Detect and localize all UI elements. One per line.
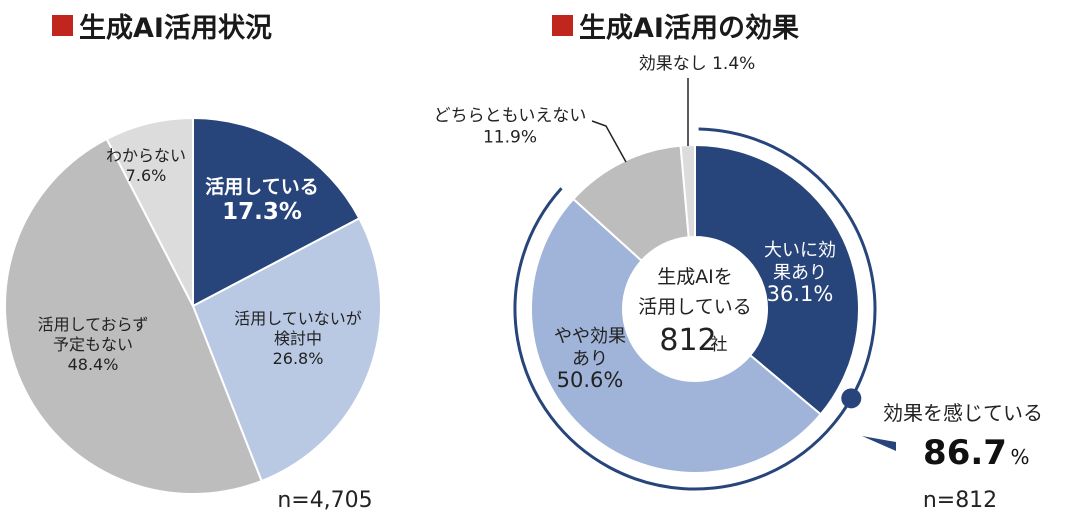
red-square-icon bbox=[52, 15, 73, 36]
pie-slice-label-3-line: 7.6% bbox=[126, 166, 167, 185]
pie-slice-3 bbox=[105, 116, 194, 307]
effect-summary-unit: % bbox=[1010, 445, 1029, 469]
pie-slice-0 bbox=[192, 116, 361, 308]
donut-slice-0 bbox=[694, 143, 860, 416]
pie-slice-label-2-line: 予定もない bbox=[53, 335, 133, 354]
donut-slice-1 bbox=[530, 197, 823, 474]
right-n-label: n=812 bbox=[923, 488, 997, 513]
ring-marker-dot bbox=[841, 388, 862, 409]
leader-line-neutral bbox=[591, 120, 627, 163]
pie-slice-label-2-line: 活用しておらず bbox=[38, 315, 149, 334]
pie-slice-2 bbox=[4, 137, 263, 495]
pie-slice-label-3-line: わからない bbox=[106, 146, 186, 165]
donut-center-line2: 活用している bbox=[638, 296, 751, 318]
effect-summary-value: 86.7 bbox=[923, 433, 1007, 473]
donut-slice-label-2-line: 11.9% bbox=[483, 127, 537, 147]
effect-summary-label: 効果を感じている bbox=[883, 401, 1043, 425]
callout-pointer-icon bbox=[862, 436, 896, 451]
red-square-icon bbox=[552, 15, 573, 36]
right-chart-title-text: 生成AI活用の効果 bbox=[579, 13, 799, 44]
pie-slice-label-0-line: 活用している bbox=[205, 175, 318, 198]
donut-slice-label-0-line: 果あり bbox=[773, 263, 827, 284]
left-chart-title-text: 生成AI活用状況 bbox=[79, 13, 272, 44]
donut-slice-label-0-line: 36.1% bbox=[767, 282, 834, 306]
left-n-label: n=4,705 bbox=[277, 488, 372, 513]
left-pie-chart: 活用している 17.3% 活用していないが検討中 26.8% 活用しておらず予定もない 4… bbox=[4, 116, 382, 495]
pie-slice-label-1-line: 26.8% bbox=[273, 349, 324, 368]
donut-center-count: 812 bbox=[659, 323, 716, 358]
donut-slice-label-3: 効果なし 1.4% bbox=[639, 54, 756, 74]
pie-slice-label-1-line: 活用していないが bbox=[234, 309, 362, 328]
pie-slice-label-3: わからない 7.6% bbox=[106, 146, 186, 185]
donut-slice-label-2-line: どちらともいえない bbox=[434, 106, 587, 126]
donut-center-line1: 生成AIを bbox=[657, 266, 733, 288]
effect-highlight-ring bbox=[513, 127, 877, 491]
donut-center-unit: 社 bbox=[711, 335, 728, 355]
right-donut-chart: 大いに効果あり 36.1% やや効果あり 50.6% どちらともいえない 11.9% 効果な… bbox=[434, 54, 877, 491]
donut-slice-3 bbox=[679, 143, 696, 239]
pie-slice-label-0-line: 17.3% bbox=[222, 199, 302, 225]
donut-slice-label-0: 大いに効果あり 36.1% bbox=[764, 240, 836, 306]
left-chart-title: 生成AI活用状況 bbox=[52, 6, 272, 45]
pie-slice-label-0: 活用している 17.3% bbox=[205, 175, 318, 225]
donut-slice-label-2: どちらともいえない 11.9% bbox=[434, 106, 587, 147]
donut-slice-label-1-line: 50.6% bbox=[557, 368, 624, 392]
chart-overlay: 生成AIを 活用している 812 社 効果を感じている 86.7 % n=4,7… bbox=[277, 266, 1043, 513]
donut-slice-label-1-line: やや効果 bbox=[554, 326, 626, 347]
right-chart-title: 生成AI活用の効果 bbox=[552, 6, 799, 45]
pie-slice-label-2-line: 48.4% bbox=[68, 355, 119, 374]
pie-slice-label-1-line: 検討中 bbox=[274, 329, 322, 348]
pie-slice-1 bbox=[191, 217, 382, 483]
donut-slice-label-1: やや効果あり 50.6% bbox=[554, 326, 626, 392]
pie-slice-label-2: 活用しておらず予定もない 48.4% bbox=[38, 315, 149, 374]
donut-slice-label-1-line: あり bbox=[572, 349, 608, 370]
pie-slice-label-1: 活用していないが検討中 26.8% bbox=[234, 309, 362, 368]
donut-slice-label-0-line: 大いに効 bbox=[764, 240, 836, 261]
donut-slice-label-3-line: 効果なし 1.4% bbox=[639, 54, 756, 74]
